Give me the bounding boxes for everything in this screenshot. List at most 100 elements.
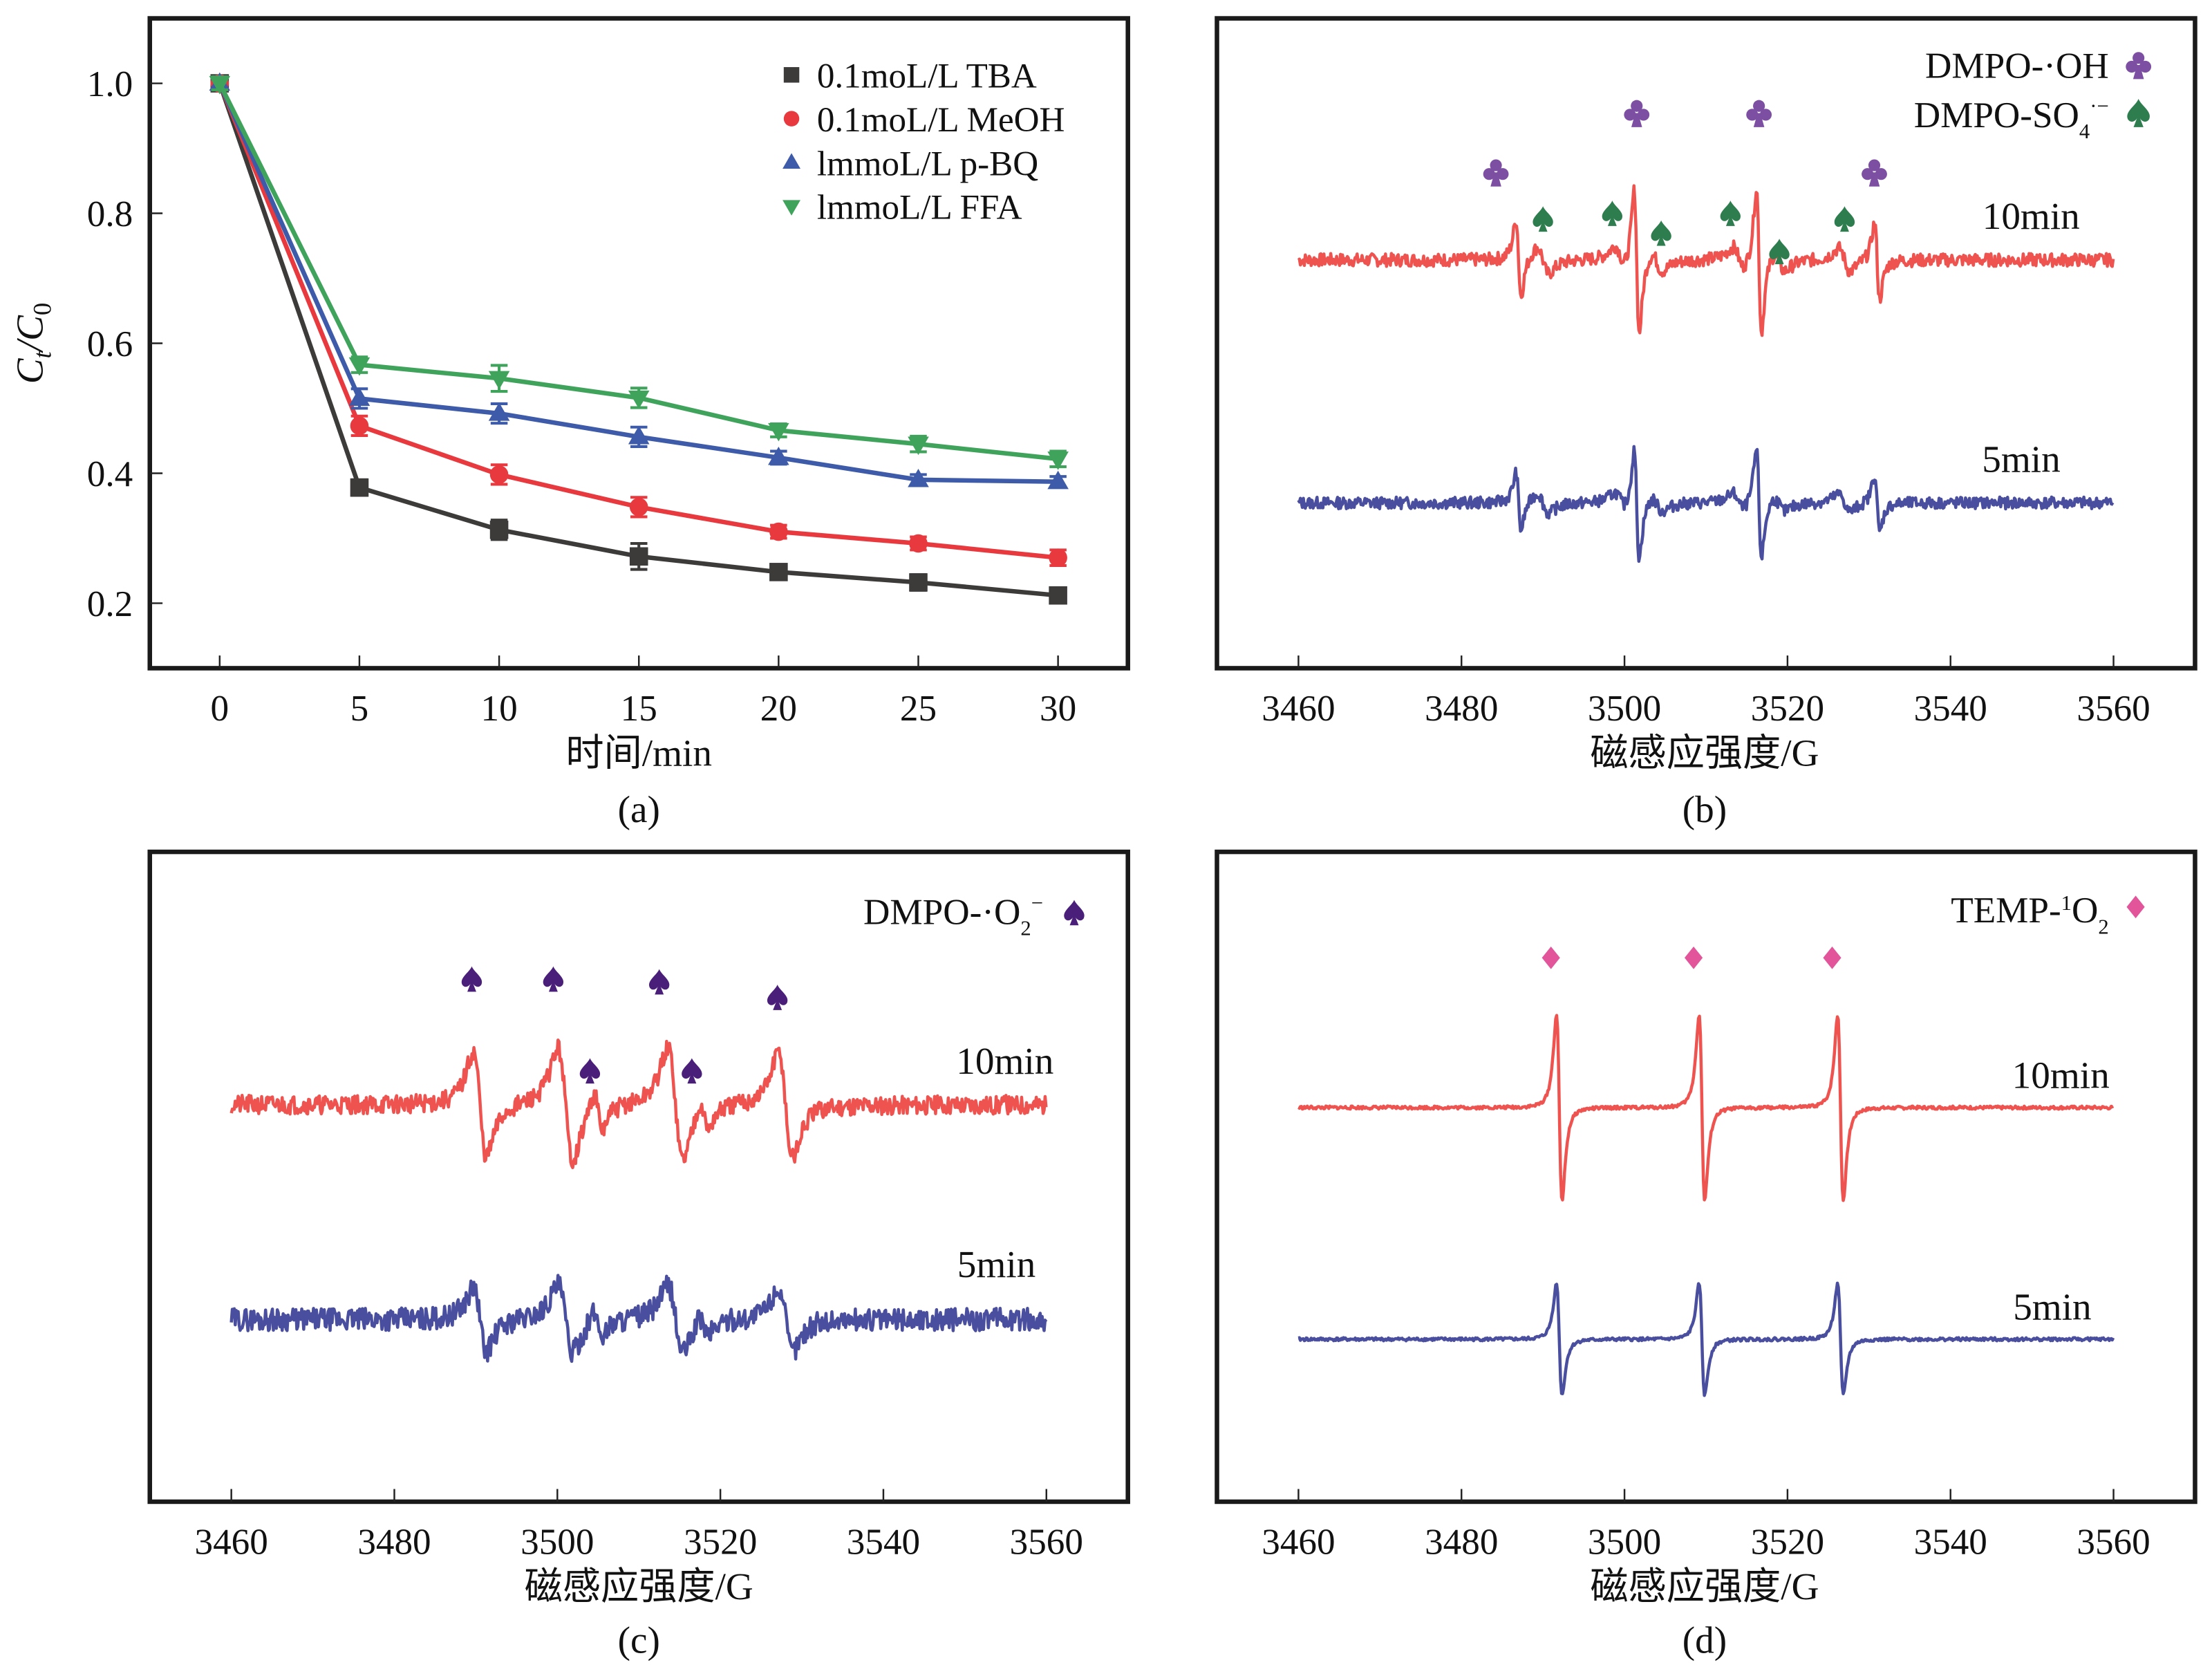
data-point <box>768 446 789 465</box>
axis-ticks-b: 3460 3480 3500 3520 3540 3560 <box>1262 655 2150 729</box>
spade-marker <box>543 966 564 992</box>
series-group-c: 10min 5min <box>229 966 1053 1363</box>
diamond-marker <box>1684 946 1703 969</box>
spade-marker <box>767 985 788 1010</box>
spade-marker <box>1720 201 1741 226</box>
y-tick-label-a: 0.2 <box>87 584 133 624</box>
x-tick-label: 3480 <box>1425 1522 1498 1563</box>
spectrum-line <box>1297 1281 2115 1397</box>
legend-d: TEMP-1O2 <box>1951 891 2145 939</box>
panel-label-b: (b) <box>1683 788 1727 830</box>
data-point <box>1047 451 1069 470</box>
legend-club-icon <box>2139 60 2152 73</box>
spectrum-line <box>229 1274 1048 1363</box>
data-point <box>908 468 929 487</box>
series-line <box>217 82 1058 484</box>
legend-label-1o2: TEMP-1O2 <box>1951 891 2108 938</box>
legend-club-icon <box>2133 52 2145 64</box>
club-marker <box>1875 168 1887 180</box>
panel-a: 0 5 10 15 20 25 30 0.2 0.4 0.6 0.8 1.0 0.1moL/L TBA… <box>8 16 1130 830</box>
plot-frame-c <box>147 849 1130 1505</box>
legend-a: 0.1moL/L TBA 0.1moL/L MeOH lmmoL/L p-BQ lmm… <box>782 57 1065 227</box>
data-point <box>209 75 231 95</box>
data-point <box>908 436 929 456</box>
series-label-10min: 10min <box>1983 195 2080 237</box>
x-tick-label-a: 25 <box>900 689 937 729</box>
legend-marker <box>782 200 800 216</box>
axis-ticks-c: 3460 3480 3500 3520 3540 3560 <box>195 1489 1083 1563</box>
data-point <box>489 465 509 484</box>
data-point <box>350 478 369 497</box>
x-tick-label: 3560 <box>2077 689 2150 729</box>
y-tick-label-a: 0.6 <box>87 324 133 364</box>
series-label-10min: 10min <box>2012 1054 2110 1096</box>
y-tick-label-a: 1.0 <box>87 64 133 104</box>
legend-label-oh: DMPO-·OH <box>1925 46 2109 86</box>
series-group-a <box>209 72 1069 605</box>
legend-diamond-icon <box>2126 895 2145 919</box>
spade-marker <box>1533 206 1553 232</box>
x-tick-label: 3500 <box>1588 689 1661 729</box>
x-tick-label: 3460 <box>1262 689 1335 729</box>
spade-marker <box>1602 201 1623 226</box>
club-marker <box>1868 159 1881 171</box>
legend-marker <box>783 111 800 127</box>
data-point <box>489 520 509 539</box>
legend-label-o2: DMPO-·O2− <box>863 891 1043 940</box>
data-point <box>350 416 369 436</box>
x-tick-label-a: 20 <box>760 689 797 729</box>
x-tick-label: 3500 <box>1588 1522 1661 1563</box>
data-point <box>348 357 371 376</box>
x-axis-label-a: 时间/min <box>565 732 712 774</box>
data-point <box>629 547 648 566</box>
series-label-5min: 5min <box>1982 438 2060 480</box>
spade-marker <box>1651 220 1671 246</box>
spectrum-line <box>1297 184 2115 337</box>
spectrum-line <box>229 1039 1048 1169</box>
x-tick-label-a: 10 <box>481 689 518 729</box>
x-tick-label: 3560 <box>1010 1522 1083 1563</box>
y-tick-label-a: 0.8 <box>87 194 133 234</box>
panel-label-c: (c) <box>618 1619 660 1661</box>
data-point <box>909 534 928 553</box>
legend-label: 0.1moL/L MeOH <box>817 100 1065 140</box>
spade-marker <box>1834 206 1855 232</box>
data-point <box>348 387 371 407</box>
series-group-d: 10min 5min <box>1297 946 2115 1397</box>
data-point <box>629 498 648 516</box>
club-marker <box>1624 109 1636 121</box>
x-tick-label: 3520 <box>684 1522 757 1563</box>
x-tick-label: 3540 <box>1914 689 1987 729</box>
panel-d: 3460 3480 3500 3520 3540 3560 10min 5min TEMP-… <box>1215 849 2197 1661</box>
data-point <box>1047 470 1069 490</box>
axis-ticks-a: 0 5 10 15 20 25 30 0.2 0.4 0.6 0.8 1.0 <box>87 64 1076 729</box>
legend-club-icon <box>2126 60 2138 73</box>
legend-label: lmmoL/L FFA <box>817 188 1022 227</box>
panel-label-a: (a) <box>618 788 660 830</box>
x-tick-label: 3540 <box>847 1522 920 1563</box>
data-point <box>769 522 788 541</box>
club-marker <box>1868 172 1880 187</box>
x-tick-label-a: 30 <box>1040 689 1076 729</box>
spectrum-line <box>1297 1014 2115 1202</box>
plot-frame-b <box>1215 16 2197 671</box>
club-marker <box>1753 100 1765 112</box>
spade-marker <box>1769 239 1790 265</box>
diamond-marker <box>1541 946 1560 969</box>
data-point <box>1049 586 1067 605</box>
x-tick-label: 3480 <box>357 1522 431 1563</box>
series-label-5min: 5min <box>957 1243 1035 1285</box>
legend-marker <box>782 153 800 169</box>
x-tick-label: 3480 <box>1425 689 1498 729</box>
legend-spade-icon <box>2127 99 2150 127</box>
club-marker <box>1483 168 1495 180</box>
legend-c: DMPO-·O2− <box>863 891 1085 940</box>
x-tick-label-a: 5 <box>350 689 369 729</box>
club-marker <box>1746 109 1759 121</box>
data-point <box>488 371 510 390</box>
club-marker <box>1753 113 1765 127</box>
data-point <box>628 425 650 445</box>
series-label-5min: 5min <box>2013 1285 2091 1328</box>
club-marker <box>1490 159 1502 171</box>
